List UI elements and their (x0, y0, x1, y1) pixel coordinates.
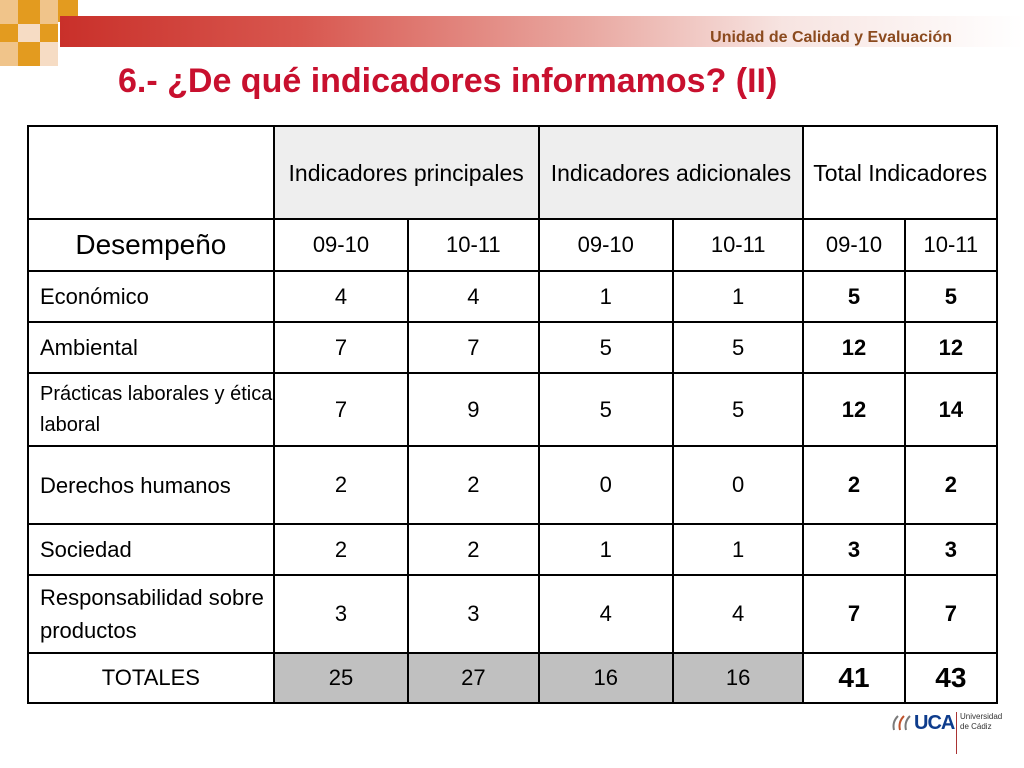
page-title: 6.- ¿De qué indicadores informamos? (II) (118, 62, 778, 100)
empty-header-cell (27, 125, 275, 220)
table-cell: 1 (537, 523, 674, 576)
group-header-adicionales: Indicadores adicionales (537, 125, 805, 220)
table-cell: 2 (407, 445, 540, 525)
period-header: 10-11 (407, 218, 540, 272)
university-logo: UCA Universidad de Cádiz (890, 706, 1010, 756)
laurel-icon (892, 715, 911, 731)
total-cell: 7 (903, 574, 999, 654)
table-cell: 1 (671, 270, 805, 323)
table-cell: 4 (537, 574, 674, 654)
table-cell: 4 (272, 270, 410, 323)
table-row: Prácticas laborales y ética laboral 7 9 … (27, 372, 999, 447)
table-cell: 4 (671, 574, 805, 654)
row-label: Económico (27, 270, 275, 323)
decor-square (0, 0, 18, 24)
totals-cell: 27 (407, 652, 540, 704)
row-label: Prácticas laborales y ética laboral (27, 372, 275, 447)
period-header: 09-10 (537, 218, 674, 272)
period-header: 09-10 (802, 218, 906, 272)
table-row: Responsabilidad sobre productos 3 3 4 4 … (27, 574, 999, 654)
table-cell: 1 (671, 523, 805, 576)
table-cell: 1 (537, 270, 674, 323)
table-cell: 5 (671, 321, 805, 374)
total-cell: 2 (802, 445, 906, 525)
total-cell: 5 (802, 270, 906, 323)
period-header: 10-11 (671, 218, 805, 272)
group-header-principales: Indicadores principales (272, 125, 540, 220)
table-cell: 4 (407, 270, 540, 323)
table-group-header-row: Indicadores principales Indicadores adic… (27, 125, 998, 220)
decor-square (0, 24, 18, 42)
decor-square (0, 42, 18, 66)
totals-cell: 16 (537, 652, 674, 704)
table-row: Derechos humanos 2 2 0 0 2 2 (27, 445, 999, 525)
grand-total-cell: 41 (802, 652, 906, 704)
table-cell: 2 (272, 523, 410, 576)
totals-label: TOTALES (27, 652, 275, 704)
table-period-header-row: Desempeño 09-10 10-11 09-10 10-11 09-10 … (27, 218, 999, 272)
table-cell: 0 (671, 445, 805, 525)
total-cell: 12 (802, 372, 906, 447)
indicators-table: Indicadores principales Indicadores adic… (27, 125, 999, 704)
table-cell: 7 (272, 372, 410, 447)
totals-cell: 16 (671, 652, 805, 704)
table-row: Sociedad 2 2 1 1 3 3 (27, 523, 999, 576)
logo-divider (956, 712, 957, 754)
totals-cell: 25 (272, 652, 410, 704)
row-label: Sociedad (27, 523, 275, 576)
totals-row: TOTALES 25 27 16 16 41 43 (27, 652, 999, 704)
total-cell: 5 (903, 270, 999, 323)
decor-square (40, 24, 58, 42)
group-header-total: Total Indicadores (802, 125, 998, 220)
logo-brand: UCA (914, 712, 955, 734)
table-cell: 7 (272, 321, 410, 374)
table-cell: 5 (537, 321, 674, 374)
decor-square (40, 42, 58, 66)
row-label: Derechos humanos (27, 445, 275, 525)
total-cell: 14 (903, 372, 999, 447)
grand-total-cell: 43 (903, 652, 999, 704)
decor-square (18, 42, 40, 66)
total-cell: 3 (903, 523, 999, 576)
decor-square (18, 24, 40, 42)
table-cell: 7 (407, 321, 540, 374)
row-label-header: Desempeño (27, 218, 275, 272)
table-cell: 2 (407, 523, 540, 576)
total-cell: 12 (802, 321, 906, 374)
period-header: 10-11 (903, 218, 999, 272)
table-cell: 5 (537, 372, 674, 447)
total-cell: 3 (802, 523, 906, 576)
row-label: Ambiental (27, 321, 275, 374)
header-gradient-bar (60, 16, 1024, 47)
table-cell: 5 (671, 372, 805, 447)
table-cell: 0 (537, 445, 674, 525)
total-cell: 7 (802, 574, 906, 654)
logo-university-name: Universidad de Cádiz (960, 712, 1003, 731)
table-row: Económico 4 4 1 1 5 5 (27, 270, 999, 323)
table-cell: 9 (407, 372, 540, 447)
decor-square (18, 0, 40, 24)
table-cell: 3 (272, 574, 410, 654)
total-cell: 12 (903, 321, 999, 374)
table-row: Ambiental 7 7 5 5 12 12 (27, 321, 999, 374)
table-cell: 3 (407, 574, 540, 654)
total-cell: 2 (903, 445, 999, 525)
decor-square (40, 0, 58, 24)
table-cell: 2 (272, 445, 410, 525)
header-organization: Unidad de Calidad y Evaluación (710, 29, 952, 46)
period-header: 09-10 (272, 218, 410, 272)
row-label: Responsabilidad sobre productos (27, 574, 275, 654)
